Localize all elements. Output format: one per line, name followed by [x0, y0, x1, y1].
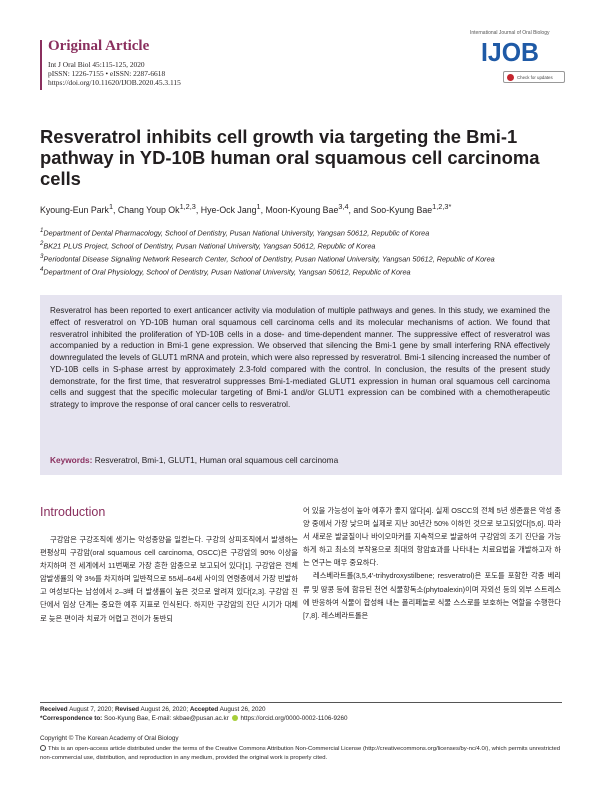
paragraph: 레스베라트롤(3,5,4′-trihydroxystilbene; resver…	[303, 571, 561, 620]
logo-text: IJOB	[481, 38, 539, 64]
orcid-link[interactable]: https://orcid.org/0000-0002-1106-9260	[240, 715, 348, 722]
affiliation: 2BK21 PLUS Project, School of Dentistry,…	[40, 240, 376, 251]
orcid-icon	[232, 715, 239, 722]
author-list: Kyoung-Eun Park1, Chang Youp Ok1,2,3, Hy…	[40, 202, 452, 215]
citation-block: Int J Oral Biol 45:115-125, 2020 pISSN: …	[48, 60, 181, 87]
citation: Int J Oral Biol 45:115-125, 2020	[48, 60, 145, 69]
doi-link[interactable]: https://doi.org/10.11620/IJOB.2020.45.3.…	[48, 78, 181, 87]
issn: pISSN: 1226-7155 • eISSN: 2287-6618	[48, 69, 166, 78]
footer-divider	[40, 702, 562, 703]
license-text: This is an open-access article distribut…	[40, 745, 561, 761]
body-column-left: 구강암은 구강조직에 생기는 악성종양을 일컫는다. 구강의 상피조직에서 발생…	[40, 533, 298, 625]
keywords-list: Resveratrol, Bmi-1, GLUT1, Human oral sq…	[94, 455, 339, 465]
affiliation: 1Department of Dental Pharmacology, Scho…	[40, 227, 430, 238]
keywords: Keywords: Resveratrol, Bmi-1, GLUT1, Hum…	[50, 455, 550, 465]
author: Chang Youp Ok1,2,3	[117, 202, 196, 215]
article-title: Resveratrol inhibits cell growth via tar…	[40, 126, 540, 189]
introduction-heading: Introduction	[40, 505, 106, 519]
author: Hye-Ock Jang1	[200, 202, 261, 215]
abstract-text: Resveratrol has been reported to exert a…	[50, 306, 550, 409]
journal-name: International Journal of Oral Biology	[470, 30, 550, 36]
author: Moon-Kyoung Bae3,4	[265, 202, 349, 215]
author: Soo-Kyung Bae1,2,3*	[370, 202, 452, 215]
body-column-right: 어 있을 가능성이 높아 예후가 좋지 않다[4]. 실제 OSCC의 전체 5…	[303, 504, 561, 622]
dates-line: Received August 7, 2020; Revised August …	[40, 706, 266, 713]
check-updates-label: Check for updates	[517, 75, 553, 80]
author: Kyoung-Eun Park1	[40, 202, 114, 215]
copyright: Copyright © The Korean Academy of Oral B…	[40, 735, 179, 742]
journal-logo: IJOB	[481, 38, 539, 64]
abstract-box	[40, 295, 562, 475]
correspondence-line: *Correspondence to: Soo-Kyung Bae, E-mai…	[40, 715, 348, 722]
affiliation: 4Department of Oral Physiology, School o…	[40, 266, 411, 277]
paragraph: 구강암은 구강조직에 생기는 악성종양을 일컫는다. 구강의 상피조직에서 발생…	[40, 535, 298, 623]
paragraph: 어 있을 가능성이 높아 예후가 좋지 않다[4]. 실제 OSCC의 전체 5…	[303, 506, 561, 568]
affiliation: 3Periodontal Disease Signaling Network R…	[40, 253, 495, 264]
section-label: Original Article	[48, 38, 150, 54]
header-accent-bar	[40, 40, 42, 90]
check-for-updates-button[interactable]: Check for updates	[503, 71, 565, 83]
check-updates-icon	[507, 74, 514, 81]
creative-commons-icon	[40, 745, 46, 752]
affiliations: 1Department of Dental Pharmacology, Scho…	[40, 226, 575, 278]
keywords-label: Keywords:	[50, 455, 93, 465]
